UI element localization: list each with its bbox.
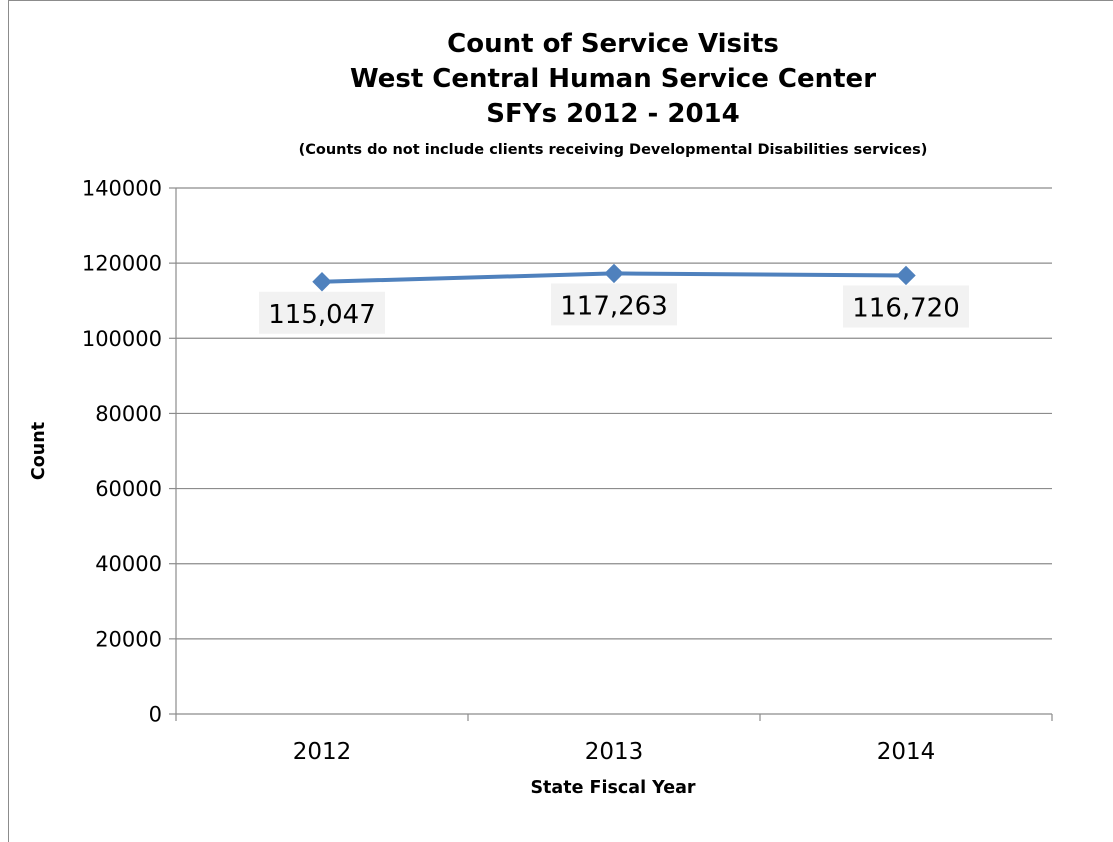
- y-tick-label: 120000: [82, 252, 162, 276]
- axes: [169, 187, 1053, 721]
- data-label: 116,720: [852, 293, 960, 323]
- y-tick-label: 20000: [95, 627, 162, 651]
- x-axis-title: State Fiscal Year: [530, 778, 695, 798]
- data-point-marker: [896, 265, 916, 286]
- y-tick-label: 100000: [82, 327, 162, 351]
- data-label-box: [551, 283, 677, 326]
- x-tick-label: 2012: [293, 739, 352, 765]
- tick-labels: 0 20000 40000 60000 80000 100000 120000 140000 2…: [82, 177, 935, 766]
- data-label: 115,047: [268, 300, 376, 330]
- gridlines: [176, 187, 1052, 640]
- y-tick-label: 140000: [82, 177, 162, 201]
- x-tick-label: 2013: [585, 739, 644, 765]
- chart-title-line-2: West Central Human Service Center: [350, 64, 876, 94]
- x-tick-label: 2014: [877, 739, 936, 765]
- data-labels: 115,047 117,263 116,720: [259, 283, 969, 334]
- y-tick-label: 0: [149, 703, 162, 727]
- data-point-marker: [312, 272, 332, 292]
- data-label: 117,263: [560, 291, 668, 321]
- chart-subtitle: (Counts do not include clients receiving…: [299, 142, 928, 158]
- chart-title-line-3: SFYs 2012 - 2014: [486, 99, 739, 129]
- y-axis-title: Count: [29, 422, 49, 480]
- chart-title-line-1: Count of Service Visits: [447, 29, 779, 59]
- y-tick-label: 60000: [95, 477, 162, 501]
- y-tick-label: 40000: [95, 552, 162, 576]
- y-tick-label: 80000: [95, 402, 162, 426]
- data-point-marker: [604, 263, 624, 284]
- chart-frame: [8, 0, 1113, 842]
- series-layer: [312, 263, 916, 292]
- data-label-box: [259, 291, 385, 334]
- data-label-box: [843, 285, 969, 328]
